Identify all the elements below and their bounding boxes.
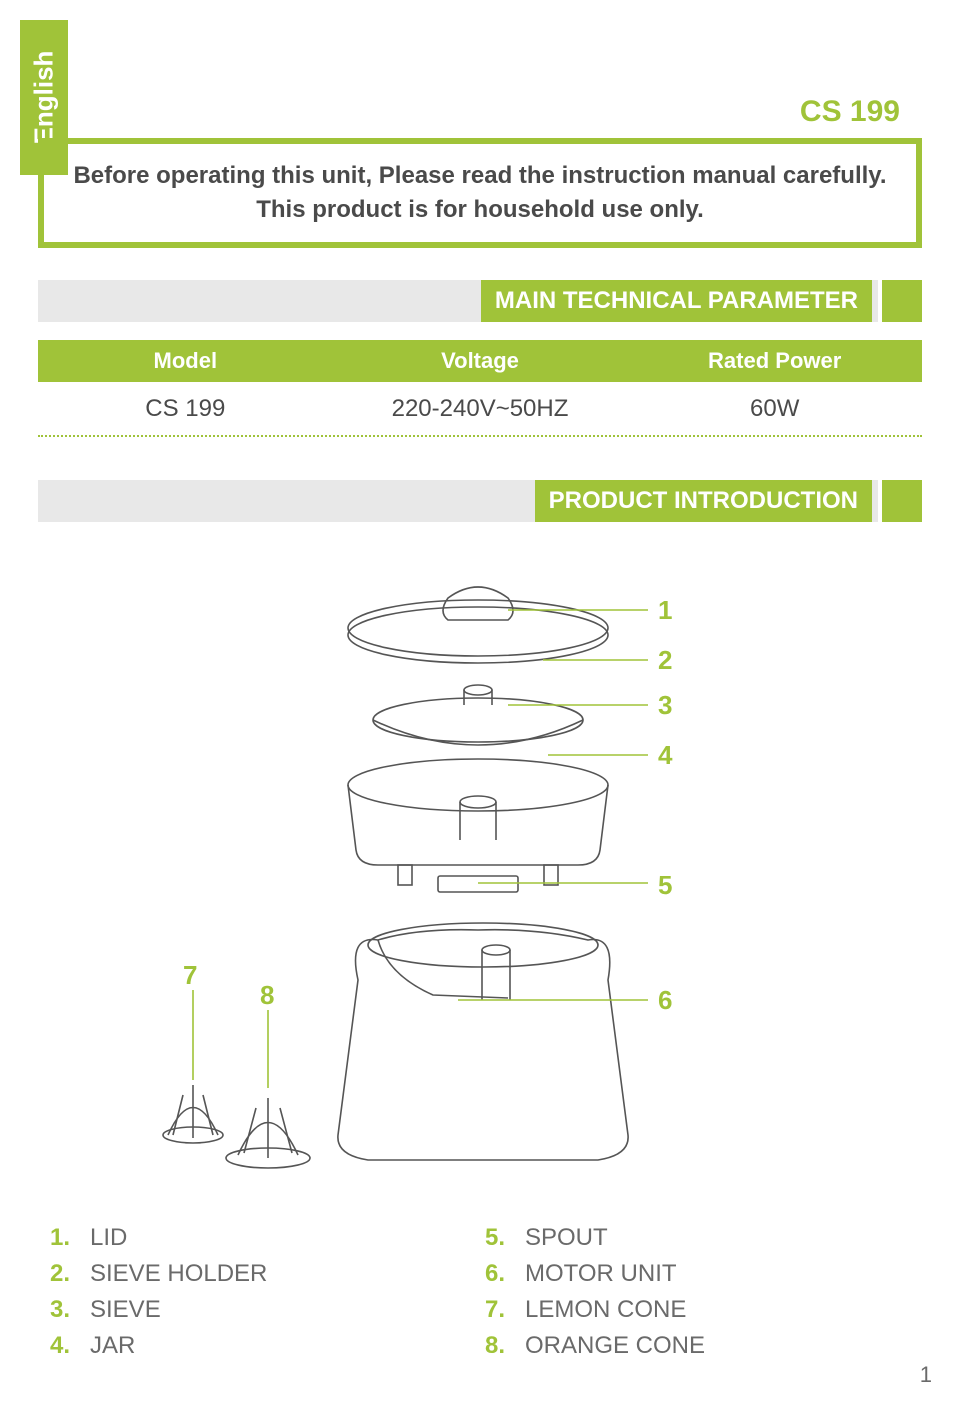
list-item: 4. JAR (50, 1332, 485, 1360)
col-model: Model (38, 348, 333, 374)
part-label: JAR (90, 1332, 135, 1360)
list-item: 8. ORANGE CONE (485, 1332, 920, 1360)
juicer-diagram-svg (38, 580, 922, 1220)
warning-line-1: Before operating this unit, Please read … (73, 162, 886, 190)
callout-8: 8 (260, 980, 274, 1011)
callout-2: 2 (658, 645, 672, 676)
list-item: 7. LEMON CONE (485, 1296, 920, 1324)
list-item: 1. LID (50, 1224, 485, 1252)
part-num: 7. (485, 1296, 525, 1324)
part-num: 8. (485, 1332, 525, 1360)
parts-col-right: 5. SPOUT 6. MOTOR UNIT 7. LEMON CONE 8. … (485, 1224, 920, 1368)
part-num: 6. (485, 1260, 525, 1288)
col-voltage: Voltage (333, 348, 628, 374)
list-item: 2. SIEVE HOLDER (50, 1260, 485, 1288)
col-power: Rated Power (627, 348, 922, 374)
part-num: 4. (50, 1332, 90, 1360)
part-label: MOTOR UNIT (525, 1260, 677, 1288)
part-num: 2. (50, 1260, 90, 1288)
spec-table-row: CS 199 220-240V~50HZ 60W (38, 382, 922, 437)
page-number: 1 (920, 1362, 932, 1388)
callout-6: 6 (658, 985, 672, 1016)
product-diagram: 1 2 3 4 5 6 7 8 (38, 580, 922, 1220)
section-introduction-title: PRODUCT INTRODUCTION (535, 480, 872, 522)
section-technical: MAIN TECHNICAL PARAMETER (38, 280, 922, 322)
list-item: 3. SIEVE (50, 1296, 485, 1324)
callout-1: 1 (658, 595, 672, 626)
cell-model: CS 199 (38, 395, 333, 423)
section-technical-title: MAIN TECHNICAL PARAMETER (481, 280, 872, 322)
part-label: SPOUT (525, 1224, 608, 1252)
section-accent (882, 280, 922, 322)
part-num: 1. (50, 1224, 90, 1252)
callout-7: 7 (183, 960, 197, 991)
section-accent (882, 480, 922, 522)
part-label: SIEVE (90, 1296, 161, 1324)
language-label: English (29, 51, 60, 145)
cell-power: 60W (627, 395, 922, 423)
callout-5: 5 (658, 870, 672, 901)
callout-4: 4 (658, 740, 672, 771)
warning-box: Before operating this unit, Please read … (38, 138, 922, 248)
part-num: 5. (485, 1224, 525, 1252)
part-label: LEMON CONE (525, 1296, 686, 1324)
parts-col-left: 1. LID 2. SIEVE HOLDER 3. SIEVE 4. JAR (50, 1224, 485, 1368)
warning-line-2: This product is for household use only. (256, 196, 704, 224)
callout-3: 3 (658, 690, 672, 721)
part-label: ORANGE CONE (525, 1332, 705, 1360)
part-num: 3. (50, 1296, 90, 1324)
list-item: 6. MOTOR UNIT (485, 1260, 920, 1288)
spec-table-header: Model Voltage Rated Power (38, 340, 922, 382)
model-header: CS 199 (800, 95, 900, 129)
part-label: SIEVE HOLDER (90, 1260, 267, 1288)
section-introduction: PRODUCT INTRODUCTION (38, 480, 922, 522)
part-label: LID (90, 1224, 127, 1252)
list-item: 5. SPOUT (485, 1224, 920, 1252)
cell-voltage: 220-240V~50HZ (333, 395, 628, 423)
parts-list: 1. LID 2. SIEVE HOLDER 3. SIEVE 4. JAR 5… (50, 1224, 920, 1368)
